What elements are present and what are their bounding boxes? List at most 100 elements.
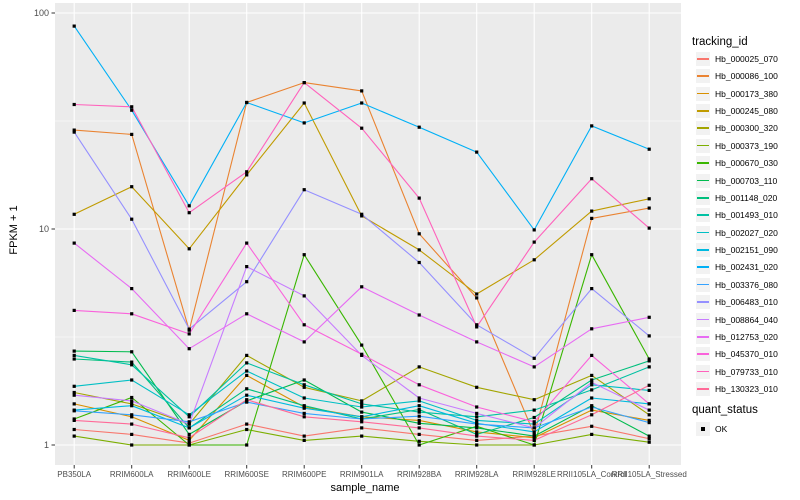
data-point-Hb_001493_010 bbox=[245, 361, 249, 365]
data-point-Hb_079733_010 bbox=[187, 211, 191, 215]
data-point-Hb_000245_080 bbox=[647, 197, 651, 201]
data-point-Hb_003376_080 bbox=[590, 405, 594, 409]
data-point-Hb_079733_010 bbox=[360, 126, 364, 130]
x-tick-label: RRIM600LE bbox=[167, 470, 211, 479]
data-point-Hb_006483_010 bbox=[130, 217, 134, 221]
data-point-Hb_002027_020 bbox=[590, 383, 594, 387]
data-point-Hb_006483_010 bbox=[360, 212, 364, 216]
legend-key-line bbox=[696, 121, 710, 136]
x-axis-title: sample_name bbox=[330, 482, 400, 494]
data-point-Hb_000373_190 bbox=[590, 432, 594, 436]
data-point-Hb_008864_040 bbox=[72, 393, 76, 397]
data-point-Hb_000670_030 bbox=[302, 253, 306, 257]
legend-item-label: Hb_000373_190 bbox=[715, 140, 778, 151]
legend-item-label: Hb_000173_380 bbox=[715, 88, 778, 99]
data-point-Hb_001493_010 bbox=[302, 383, 306, 387]
data-point-Hb_000173_380 bbox=[532, 436, 536, 440]
legend-line-swatch bbox=[697, 353, 709, 355]
legend-line-swatch bbox=[697, 231, 709, 234]
legend-item-Hb_000173_380: Hb_000173_380 bbox=[696, 86, 778, 101]
data-point-Hb_006483_010 bbox=[245, 280, 249, 284]
legend-key-line bbox=[696, 156, 710, 171]
data-point-Hb_000703_110 bbox=[72, 349, 76, 353]
data-point-Hb_003376_080 bbox=[187, 420, 191, 424]
data-point-Hb_000245_080 bbox=[72, 212, 76, 216]
data-point-Hb_008864_040 bbox=[475, 411, 479, 415]
legend-line-swatch bbox=[697, 179, 709, 182]
legend-item-Hb_000670_030: Hb_000670_030 bbox=[696, 156, 778, 171]
legend-line-swatch bbox=[697, 301, 709, 303]
legend: tracking_id Hb_000025_070 Hb_000086_100 Hb… bbox=[692, 0, 800, 500]
data-point-Hb_000703_110 bbox=[302, 378, 306, 382]
legend-item-label: Hb_002151_090 bbox=[715, 245, 778, 256]
legend-item-label: Hb_002027_020 bbox=[715, 227, 778, 238]
legend-item-label: Hb_079733_010 bbox=[715, 366, 778, 377]
legend-key-line bbox=[696, 347, 710, 362]
data-point-Hb_002431_020 bbox=[532, 228, 536, 232]
x-tick-label: RRIM600SE bbox=[224, 470, 268, 479]
legend-key-line bbox=[696, 86, 710, 101]
legend-square-swatch bbox=[701, 427, 705, 431]
data-point-Hb_001148_020 bbox=[245, 387, 249, 391]
legend-item-Hb_002431_020: Hb_002431_020 bbox=[696, 260, 778, 275]
data-point-Hb_001493_010 bbox=[360, 402, 364, 406]
legend-item-label: Hb_045370_010 bbox=[715, 349, 778, 360]
data-point-Hb_000086_100 bbox=[72, 128, 76, 132]
data-point-Hb_045370_010 bbox=[245, 241, 249, 245]
legend-line-swatch bbox=[697, 110, 709, 112]
legend-item-Hb_079733_010: Hb_079733_010 bbox=[696, 364, 778, 379]
data-point-Hb_079733_010 bbox=[417, 196, 421, 200]
data-point-Hb_000670_030 bbox=[590, 253, 594, 257]
legend-item-label: Hb_000703_110 bbox=[715, 175, 778, 186]
data-point-Hb_001493_010 bbox=[475, 415, 479, 419]
data-point-Hb_130323_010 bbox=[72, 418, 76, 422]
x-tick-label: RRIM928LE bbox=[512, 470, 556, 479]
data-point-Hb_003376_080 bbox=[130, 413, 134, 417]
data-point-Hb_045370_010 bbox=[532, 420, 536, 424]
data-point-Hb_012753_020 bbox=[302, 340, 306, 344]
legend-line-swatch bbox=[697, 75, 709, 77]
data-point-Hb_002027_020 bbox=[360, 405, 364, 409]
legend-item-Hb_130323_010: Hb_130323_010 bbox=[696, 382, 778, 397]
data-point-Hb_002027_020 bbox=[475, 418, 479, 422]
data-point-Hb_000373_190 bbox=[302, 438, 306, 442]
data-point-Hb_000025_070 bbox=[245, 422, 249, 426]
legend-key-line bbox=[696, 243, 710, 258]
data-point-Hb_002431_020 bbox=[130, 108, 134, 112]
legend-title-quant-status: quant_status bbox=[692, 404, 758, 416]
data-point-Hb_002151_090 bbox=[590, 396, 594, 400]
data-point-Hb_003376_080 bbox=[475, 422, 479, 426]
legend-key-line bbox=[696, 312, 710, 327]
x-tick-label: RRIM928LA bbox=[455, 470, 499, 479]
data-point-Hb_000670_030 bbox=[532, 443, 536, 447]
x-tick-label: PB350LA bbox=[57, 470, 91, 479]
legend-item-label: OK bbox=[715, 424, 728, 434]
data-point-Hb_002431_020 bbox=[417, 125, 421, 129]
legend-line-swatch bbox=[697, 335, 709, 338]
data-point-Hb_001148_020 bbox=[590, 378, 594, 382]
data-point-Hb_045370_010 bbox=[72, 308, 76, 312]
data-point-Hb_079733_010 bbox=[72, 102, 76, 107]
data-point-Hb_079733_010 bbox=[475, 325, 479, 329]
data-point-Hb_002431_020 bbox=[245, 100, 249, 105]
data-point-Hb_130323_010 bbox=[360, 420, 364, 424]
data-point-Hb_002151_090 bbox=[130, 404, 134, 408]
legend-item-label: Hb_006483_010 bbox=[715, 297, 778, 308]
data-point-Hb_000086_100 bbox=[647, 206, 651, 210]
legend-key-line bbox=[696, 364, 710, 379]
data-point-Hb_001493_010 bbox=[532, 408, 536, 412]
data-point-Hb_002151_090 bbox=[532, 430, 536, 434]
data-point-Hb_002431_020 bbox=[187, 204, 191, 208]
legend-item-label: Hb_000670_030 bbox=[715, 158, 778, 169]
data-point-Hb_001493_010 bbox=[130, 363, 134, 367]
data-point-Hb_000670_030 bbox=[647, 357, 651, 361]
data-point-Hb_012753_020 bbox=[417, 313, 421, 317]
legend-item-Hb_001148_020: Hb_001148_020 bbox=[696, 190, 777, 205]
legend-key-line bbox=[696, 138, 710, 153]
data-point-Hb_001148_020 bbox=[532, 415, 536, 420]
legend-item-label: Hb_001493_010 bbox=[715, 210, 778, 221]
legend-key-line bbox=[696, 69, 710, 84]
data-point-Hb_012753_020 bbox=[360, 285, 364, 289]
data-point-Hb_130323_010 bbox=[187, 436, 191, 440]
